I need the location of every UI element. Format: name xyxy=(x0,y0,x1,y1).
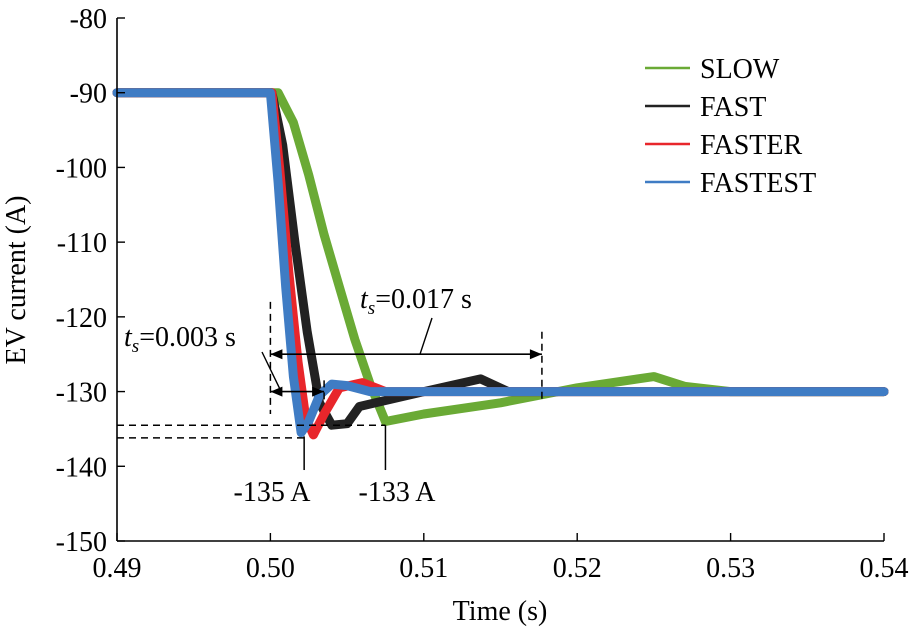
ts-slow-label-leader xyxy=(419,317,433,355)
annotation-layer xyxy=(117,301,543,471)
ts-fast-label: ts=0.003 s xyxy=(124,322,236,357)
y-tick-label: -90 xyxy=(70,79,107,110)
y-tick-label: -150 xyxy=(56,527,107,558)
x-tick-label: 0.54 xyxy=(860,553,909,584)
x-ticks: 0.49 0.50 0.51 0.52 0.53 0.54 xyxy=(93,533,909,584)
legend-label: FAST xyxy=(700,92,766,123)
legend: SLOW FAST FASTER FASTEST xyxy=(645,54,816,199)
min-fast-label: -135 A xyxy=(234,477,312,508)
y-tick-label: -80 xyxy=(70,4,107,35)
x-tick-label: 0.49 xyxy=(93,553,142,584)
y-axis-title: EV current (A) xyxy=(1,196,32,365)
ts-fast-label-leader xyxy=(261,351,282,392)
x-tick-label: 0.53 xyxy=(706,553,755,584)
x-tick-label: 0.50 xyxy=(246,553,295,584)
legend-label: FASTER xyxy=(700,130,802,161)
ts-slow-arrow-head-right xyxy=(529,349,542,360)
ts-fast-arrow-head-right xyxy=(312,386,325,397)
y-tick-label: -140 xyxy=(56,452,107,483)
ts-slow-label: ts=0.017 s xyxy=(360,284,472,319)
y-tick-label: -100 xyxy=(56,153,107,184)
y-ticks: -80 -90 -100 -110 -120 -130 -140 -150 xyxy=(56,4,125,558)
axes xyxy=(116,18,884,542)
plot-lines xyxy=(112,88,889,440)
ts-slow-arrow-head-left xyxy=(270,349,283,360)
x-axis-title: Time (s) xyxy=(453,596,548,627)
legend-label: SLOW xyxy=(700,54,780,85)
x-tick-label: 0.51 xyxy=(399,553,448,584)
y-tick-label: -120 xyxy=(56,303,107,334)
y-tick-label: -110 xyxy=(57,228,107,259)
min-slow-label: -133 A xyxy=(359,477,437,508)
legend-label: FASTEST xyxy=(700,168,816,199)
y-tick-label: -130 xyxy=(56,378,107,409)
series-line-fastest xyxy=(112,88,889,438)
x-tick-label: 0.52 xyxy=(553,553,602,584)
